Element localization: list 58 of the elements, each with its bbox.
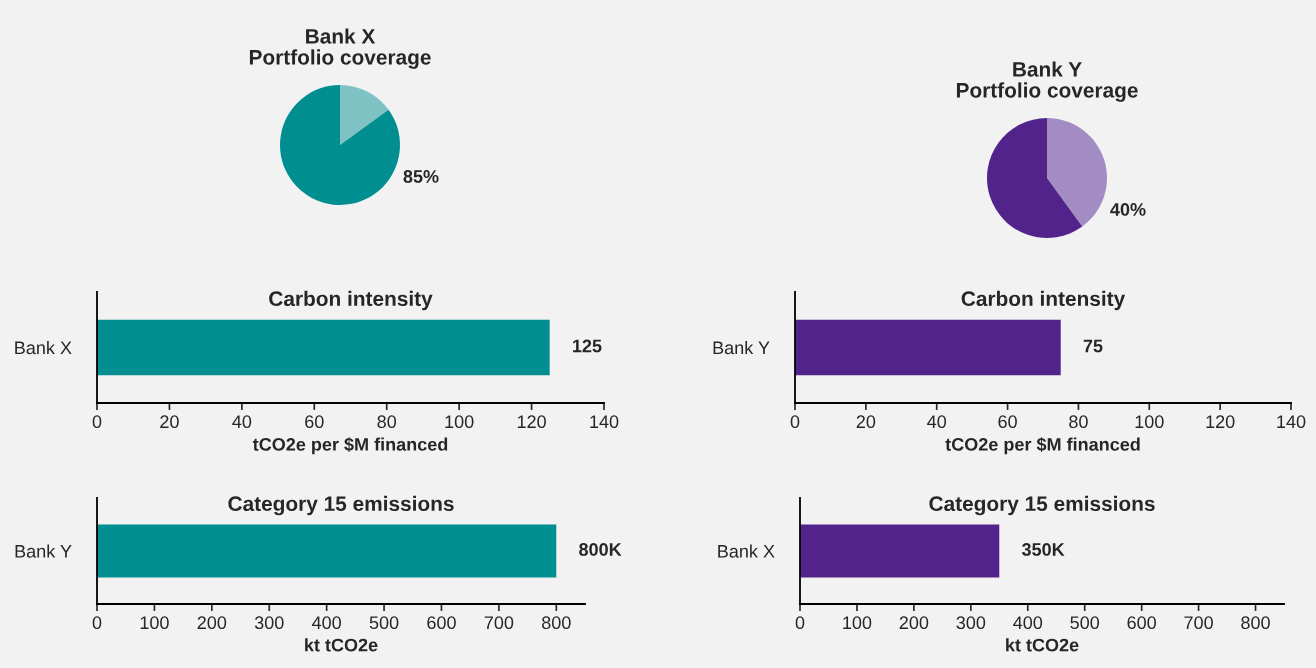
x-tick-label: 700 — [1184, 616, 1213, 630]
x-tick-label: 120 — [517, 415, 546, 429]
chart-title: Carbon intensity — [269, 290, 433, 311]
x-tick-label: 0 — [790, 415, 800, 429]
pie-slice — [1047, 118, 1107, 227]
x-axis-title: tCO2e per $M financed — [945, 437, 1140, 455]
x-tick-label: 600 — [427, 616, 456, 630]
data-label: 800K — [579, 543, 622, 556]
x-axis-title: kt tCO2e — [305, 638, 378, 652]
x-tick-label: 60 — [305, 415, 324, 429]
x-tick-label: 20 — [856, 415, 876, 429]
x-axis-title: tCO2e per $M financed — [252, 437, 448, 455]
x-tick-label: 0 — [92, 415, 102, 429]
x-tick-label: 300 — [254, 616, 284, 630]
x-tick-label: 200 — [899, 616, 929, 630]
pie-slice — [280, 85, 400, 205]
x-tick-label: 400 — [312, 616, 341, 630]
x-tick-label: 100 — [1135, 415, 1164, 429]
x-tick-label: 700 — [484, 616, 514, 630]
chart-title: Bank X Portfolio coverage — [249, 28, 431, 69]
x-tick-label: 80 — [1069, 415, 1088, 429]
x-tick-label: 0 — [92, 616, 102, 630]
x-tick-label: 500 — [1070, 616, 1100, 630]
data-label: 85% — [403, 170, 439, 183]
chart-title: Category 15 emissions — [228, 495, 454, 516]
data-label: 75 — [1083, 339, 1103, 353]
x-tick-label: 800 — [542, 616, 571, 630]
x-tick-label: 300 — [956, 616, 986, 630]
pie-slice — [987, 118, 1083, 238]
y-tick-label: Bank Y — [15, 544, 72, 558]
chart-title: Bank Y Portfolio coverage — [956, 61, 1138, 102]
pie-slice — [340, 85, 389, 145]
x-tick-label: 0 — [795, 616, 805, 630]
x-tick-label: 20 — [160, 415, 179, 429]
x-tick-label: 100 — [140, 616, 169, 630]
y-tick-label: Bank X — [718, 544, 775, 558]
x-tick-label: 800 — [1241, 616, 1270, 630]
y-tick-label: Bank X — [15, 340, 72, 355]
x-tick-label: 140 — [1277, 415, 1306, 429]
data-label: 40% — [1110, 203, 1146, 216]
chart-title: Carbon intensity — [961, 290, 1126, 311]
x-tick-label: 40 — [927, 415, 947, 429]
data-label: 350K — [1021, 543, 1065, 556]
data-label: 125 — [573, 339, 602, 353]
x-tick-label: 100 — [445, 415, 474, 429]
x-tick-label: 500 — [369, 616, 399, 630]
x-tick-label: 200 — [197, 616, 227, 630]
x-tick-label: 140 — [590, 415, 619, 429]
x-tick-label: 80 — [377, 415, 397, 429]
x-tick-label: 400 — [1013, 616, 1043, 630]
x-tick-label: 120 — [1206, 415, 1235, 429]
y-tick-label: Bank Y — [713, 340, 770, 355]
chart-title: Category 15 emissions — [929, 495, 1155, 516]
x-axis-title: kt tCO2e — [1006, 638, 1079, 652]
x-tick-label: 600 — [1127, 616, 1156, 630]
x-tick-label: 100 — [843, 616, 872, 630]
x-tick-label: 60 — [998, 415, 1017, 429]
x-tick-label: 40 — [232, 415, 252, 429]
